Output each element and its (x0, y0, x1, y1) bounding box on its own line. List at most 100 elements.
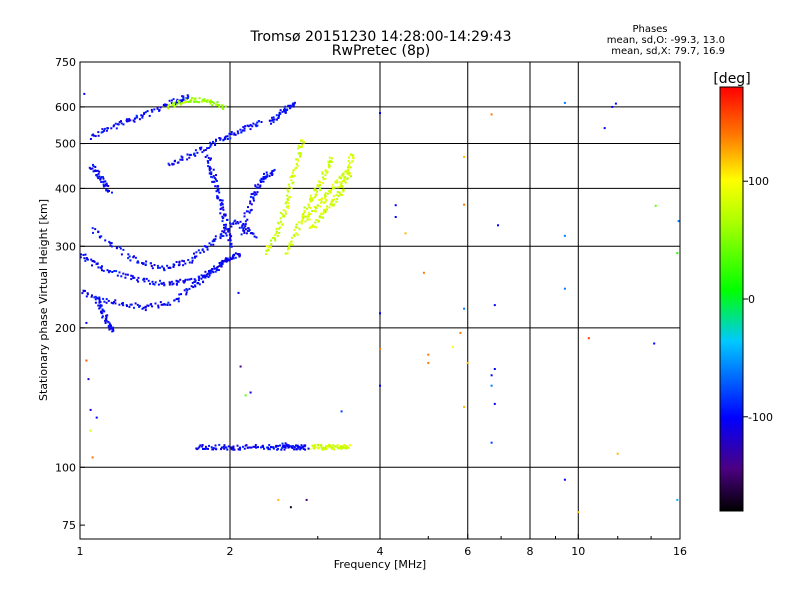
echo-point (216, 195, 219, 198)
echo-point (79, 256, 82, 259)
y-tick-label: 75 (62, 519, 76, 532)
echo-point (97, 172, 100, 175)
echo-point (277, 221, 280, 224)
echo-point (163, 303, 166, 306)
echo-point (230, 448, 233, 451)
echo-point (330, 202, 333, 205)
echo-point (466, 361, 469, 364)
echo-point (256, 191, 259, 194)
echo-point (147, 279, 150, 282)
echo-point (120, 253, 123, 256)
echo-point (129, 303, 132, 306)
echo-point (85, 258, 88, 261)
echo-point (344, 181, 347, 184)
echo-point (191, 256, 194, 259)
echo-point (210, 99, 212, 102)
echo-point (242, 229, 245, 232)
echo-point (137, 261, 140, 264)
echo-point (206, 248, 209, 251)
echo-point (216, 101, 219, 103)
echo-point (204, 445, 207, 448)
echo-point (210, 157, 212, 160)
echo-point (341, 194, 344, 196)
echo-point (267, 245, 270, 248)
echo-point (115, 270, 118, 273)
echo-point (161, 282, 163, 285)
echo-point (162, 281, 165, 284)
echo-point (309, 198, 311, 201)
echo-point (193, 278, 196, 281)
echo-point (136, 116, 139, 119)
echo-point (563, 478, 566, 481)
echo-point (260, 446, 262, 449)
echo-point (105, 301, 108, 304)
echo-point (244, 228, 247, 231)
x-tick-label: 8 (527, 545, 534, 558)
echo-point (103, 310, 106, 313)
colorbar-tick-label: -100 (748, 411, 773, 424)
echo-point (243, 232, 246, 234)
echo-point (233, 132, 236, 135)
echo-point (222, 216, 225, 219)
echo-point (330, 160, 333, 163)
echo-point (103, 300, 106, 303)
echo-point (133, 276, 136, 279)
echo-point (132, 276, 135, 279)
echo-point (122, 248, 125, 251)
echo-point (167, 301, 170, 304)
echo-point (213, 265, 215, 268)
echo-point (198, 97, 201, 100)
echo-point (204, 270, 207, 273)
echo-point (299, 155, 301, 158)
echo-point (320, 201, 323, 204)
echo-point (172, 282, 175, 285)
echo-point (249, 232, 252, 235)
echo-point (144, 263, 147, 266)
echo-point (320, 447, 323, 450)
echo-point (101, 128, 104, 131)
echo-point (263, 447, 265, 450)
echo-point (119, 247, 122, 250)
echo-point (577, 511, 580, 514)
echo-point (270, 446, 272, 448)
echo-point (324, 169, 327, 172)
echo-point (316, 185, 319, 188)
echo-point (177, 300, 180, 303)
echo-point (293, 101, 296, 104)
echo-point (111, 191, 113, 194)
echo-point (232, 445, 235, 448)
echo-point (97, 231, 100, 234)
echo-point (239, 128, 242, 131)
echo-point (130, 278, 133, 281)
echo-point (173, 104, 176, 107)
echo-point (142, 262, 145, 265)
echo-point (242, 227, 245, 230)
echo-point (250, 446, 253, 449)
echo-point (221, 446, 224, 449)
echo-point (110, 324, 112, 327)
echo-point (218, 265, 221, 267)
echo-point (254, 444, 257, 446)
echo-point (83, 92, 86, 95)
echo-point (286, 194, 289, 197)
echo-point (614, 102, 617, 105)
echo-point (181, 158, 184, 161)
echo-point (207, 161, 210, 164)
echo-point (214, 267, 217, 270)
echo-point (202, 281, 204, 284)
echo-point (563, 101, 566, 104)
echo-point (257, 186, 260, 189)
echo-point (182, 280, 185, 283)
echo-point (297, 147, 300, 150)
echo-point (322, 216, 324, 219)
echo-point (329, 203, 332, 206)
echo-point (195, 251, 198, 254)
echo-point (224, 105, 227, 108)
echo-point (251, 196, 254, 199)
echo-point (205, 245, 208, 248)
echo-point (179, 99, 182, 102)
echo-point (214, 185, 217, 188)
echo-point (227, 230, 230, 233)
echo-point (296, 164, 299, 167)
echo-point (344, 176, 347, 179)
